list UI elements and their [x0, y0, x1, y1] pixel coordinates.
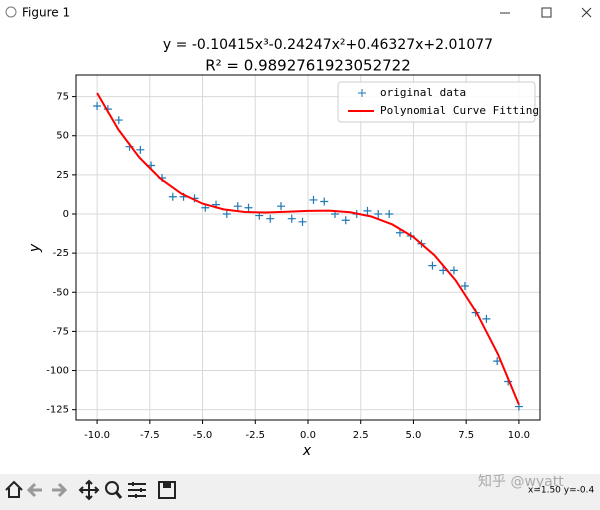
x-tick-label: 2.5	[353, 430, 369, 441]
x-axis-label: x	[302, 443, 312, 459]
point	[233, 202, 242, 211]
x-tick-label: -5.0	[193, 430, 213, 441]
point	[439, 266, 448, 275]
y-tick-label: 25	[56, 170, 69, 181]
point	[287, 214, 296, 223]
zoom-handle	[114, 491, 123, 499]
legend-box	[337, 81, 536, 123]
app-icon	[5, 6, 17, 18]
forward-button[interactable]	[52, 482, 68, 498]
point	[460, 282, 469, 291]
x-tick-label: -2.5	[246, 430, 266, 441]
point	[244, 203, 253, 212]
watermark: 知乎 @wyatt	[478, 473, 564, 490]
home-button[interactable]	[5, 480, 23, 498]
legend-marker	[358, 89, 366, 97]
y-tick-label: -50	[53, 287, 69, 298]
fit-line	[96, 92, 520, 405]
point	[320, 197, 329, 206]
save-icon-part	[163, 482, 171, 488]
point	[136, 145, 145, 154]
y-tick-label: -125	[46, 405, 69, 416]
x-tick-label: 5.0	[406, 430, 422, 441]
point	[93, 101, 102, 110]
point	[309, 195, 318, 204]
toolbar	[0, 474, 600, 506]
plot: -10.0 -7.5 -5.0 -2.5 0.0 2.5 5.0 7.5 10.0 -125 -10…	[46, 74, 541, 441]
point	[385, 210, 394, 219]
point	[428, 261, 437, 270]
maximize-button[interactable]	[541, 7, 552, 18]
plot-frame	[75, 74, 541, 421]
y-tick-label: 75	[56, 92, 69, 103]
legend-label: original data	[380, 86, 466, 99]
legend-label: Polynomial Curve Fitting	[380, 104, 539, 117]
point	[222, 210, 231, 219]
x-tick-label: 0.0	[300, 430, 316, 441]
point	[363, 206, 372, 215]
point	[341, 216, 350, 225]
window-title: Figure 1	[22, 6, 70, 20]
y-tick-label: -75	[53, 326, 69, 337]
close-button[interactable]	[581, 7, 592, 18]
x-tick-label: 10.0	[508, 430, 530, 441]
x-tick-label: -7.5	[140, 430, 160, 441]
chart-title: y = -0.10415x³-0.24247x²+0.46327x+2.0107…	[163, 37, 493, 53]
y-tick-label: -100	[46, 366, 69, 377]
y-tick-label: 0	[63, 209, 69, 220]
point	[449, 266, 458, 275]
point	[266, 214, 275, 223]
point	[277, 202, 286, 211]
x-tick-label: 7.5	[458, 430, 474, 441]
x-tick-label: -10.0	[84, 430, 110, 441]
y-axis-label: y	[27, 243, 43, 253]
y-tick-label: -25	[53, 248, 69, 259]
pan-button[interactable]	[78, 479, 100, 501]
point	[114, 116, 123, 125]
chart-subtitle: R² = 0.9892761923052722	[205, 57, 411, 75]
y-tick-label: 50	[56, 131, 69, 142]
status-text: x=1.50 y=-0.4	[528, 486, 594, 496]
point	[482, 314, 491, 323]
point	[168, 192, 177, 201]
point	[298, 217, 307, 226]
point	[374, 210, 383, 219]
configure-button[interactable]	[128, 482, 146, 498]
back-button[interactable]	[26, 482, 42, 498]
zoom-button[interactable]	[105, 481, 119, 495]
